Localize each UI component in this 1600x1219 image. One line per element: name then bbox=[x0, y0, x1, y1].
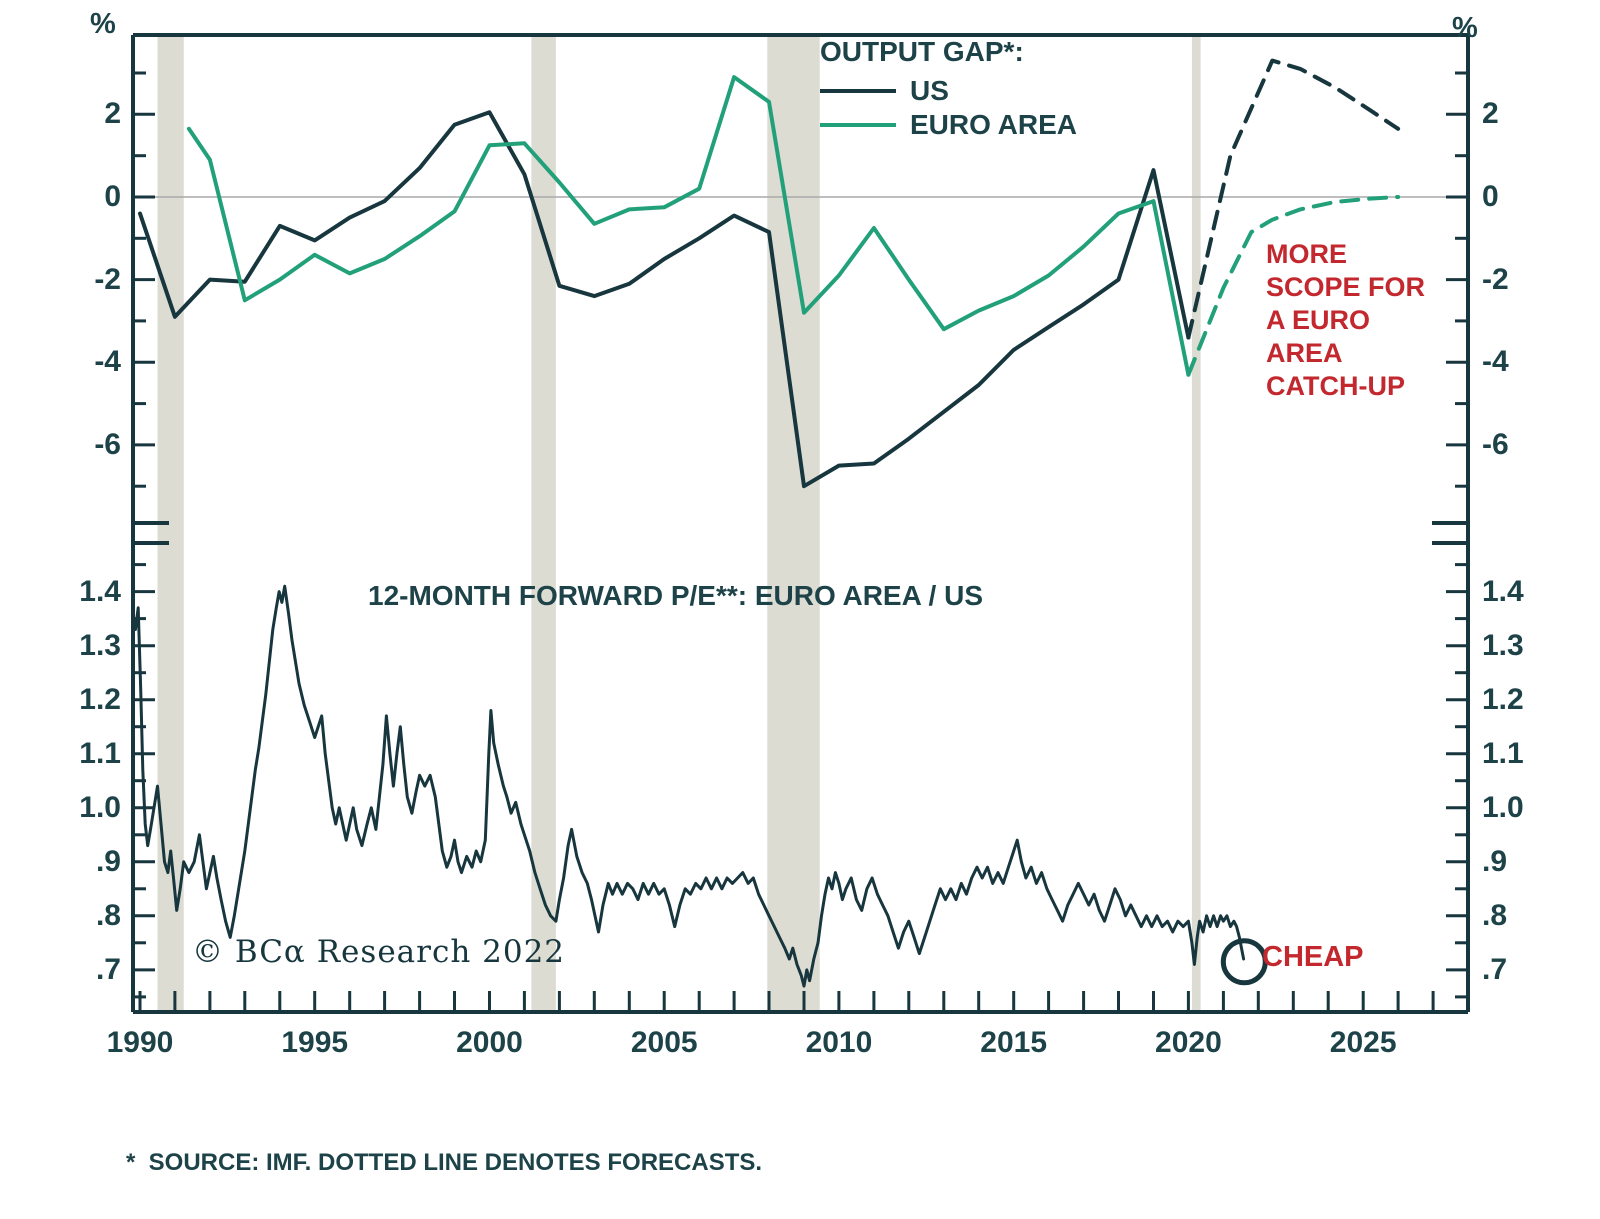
euro-area-catchup-annotation: MORE SCOPE FOR A EURO AREA CATCH-UP bbox=[1266, 238, 1425, 403]
footnote-source-imf: * SOURCE: IMF. DOTTED LINE DENOTES FOREC… bbox=[126, 1149, 763, 1176]
y-tick-label-right: 1.1 bbox=[1482, 736, 1524, 770]
y-tick-label-right: .9 bbox=[1482, 844, 1508, 878]
cheap-circle-annotation bbox=[1220, 938, 1268, 986]
x-tick-label: 2000 bbox=[456, 1026, 523, 1059]
y-tick-label-right: 0 bbox=[1482, 179, 1499, 213]
us-line-swatch bbox=[820, 89, 896, 93]
recession-band bbox=[531, 35, 556, 1012]
legend-label-us: US bbox=[910, 75, 949, 106]
y-tick-label-left: .7 bbox=[95, 952, 121, 986]
left-axis-unit-label: % bbox=[90, 8, 116, 40]
y-tick-label-right: 1.3 bbox=[1482, 628, 1524, 662]
y-tick-label-right: 2 bbox=[1482, 97, 1499, 131]
legend: OUTPUT GAP*: US EURO AREA bbox=[820, 36, 1077, 142]
pe-ratio-line bbox=[133, 584, 1246, 988]
y-tick-label-left: 0 bbox=[104, 179, 121, 213]
x-tick-label: 2015 bbox=[980, 1026, 1048, 1059]
x-tick-label: 2020 bbox=[1155, 1026, 1222, 1059]
x-tick-label: 2010 bbox=[805, 1026, 873, 1059]
euro-area-output-gap-forecast-line bbox=[1186, 195, 1401, 377]
annotation-line: A EURO bbox=[1266, 305, 1371, 335]
euro-area-line-swatch bbox=[820, 123, 896, 127]
y-tick-label-left: 2 bbox=[104, 97, 121, 131]
y-tick-label-right: -6 bbox=[1482, 427, 1509, 461]
y-tick-label-right: 1.0 bbox=[1482, 790, 1524, 824]
us-output-gap-line bbox=[138, 110, 1191, 489]
y-tick-label-right: .8 bbox=[1482, 898, 1508, 932]
y-tick-label-left: -6 bbox=[94, 427, 121, 461]
legend-row-us: US bbox=[820, 74, 1077, 108]
y-tick-label-right: 1.2 bbox=[1482, 682, 1524, 716]
y-tick-label-right: -2 bbox=[1482, 262, 1509, 296]
axis-ticks bbox=[133, 71, 1468, 1012]
y-tick-label-left: -2 bbox=[94, 262, 121, 296]
annotation-line: AREA bbox=[1266, 338, 1343, 368]
annotation-line: MORE bbox=[1266, 239, 1347, 269]
y-tick-label-left: 1.2 bbox=[79, 682, 121, 716]
x-tick-label: 1990 bbox=[106, 1026, 174, 1059]
y-tick-label-right: .7 bbox=[1482, 952, 1508, 986]
y-tick-label-left: 1.3 bbox=[79, 628, 121, 662]
y-tick-label-right: -4 bbox=[1482, 345, 1509, 379]
euro-area-output-gap-line bbox=[186, 75, 1191, 377]
y-tick-label-left: 1.4 bbox=[79, 574, 121, 608]
legend-title: OUTPUT GAP*: bbox=[820, 36, 1024, 67]
cheap-annotation-label: CHEAP bbox=[1262, 941, 1364, 973]
y-tick-label-left: 1.0 bbox=[79, 790, 121, 824]
bottom-panel-title: 12-MONTH FORWARD P/E**: EURO AREA / US bbox=[368, 580, 984, 611]
y-tick-label-right: 1.4 bbox=[1482, 574, 1524, 608]
recession-band bbox=[767, 35, 820, 1012]
bca-research-copyright: © BCα Research 2022 bbox=[192, 934, 566, 970]
x-tick-label: 2005 bbox=[630, 1026, 698, 1059]
y-tick-label-left: .8 bbox=[95, 898, 121, 932]
recession-band bbox=[1191, 35, 1201, 1012]
y-tick-label-left: .9 bbox=[95, 844, 121, 878]
right-axis-unit-label: % bbox=[1452, 12, 1478, 44]
legend-label-euro-area: EURO AREA bbox=[910, 109, 1077, 140]
y-tick-label-left: 1.1 bbox=[79, 736, 121, 770]
x-tick-label: 1995 bbox=[281, 1026, 349, 1059]
footnotes: * SOURCE: IMF. DOTTED LINE DENOTES FOREC… bbox=[126, 1088, 774, 1219]
annotation-line: SCOPE FOR bbox=[1266, 272, 1426, 302]
y-tick-label-left: -4 bbox=[94, 345, 121, 379]
annotation-line: CATCH-UP bbox=[1266, 371, 1405, 401]
us-output-gap-forecast-line bbox=[1186, 58, 1401, 340]
legend-row-euro-area: EURO AREA bbox=[820, 108, 1077, 142]
x-tick-label: 2025 bbox=[1329, 1026, 1397, 1059]
